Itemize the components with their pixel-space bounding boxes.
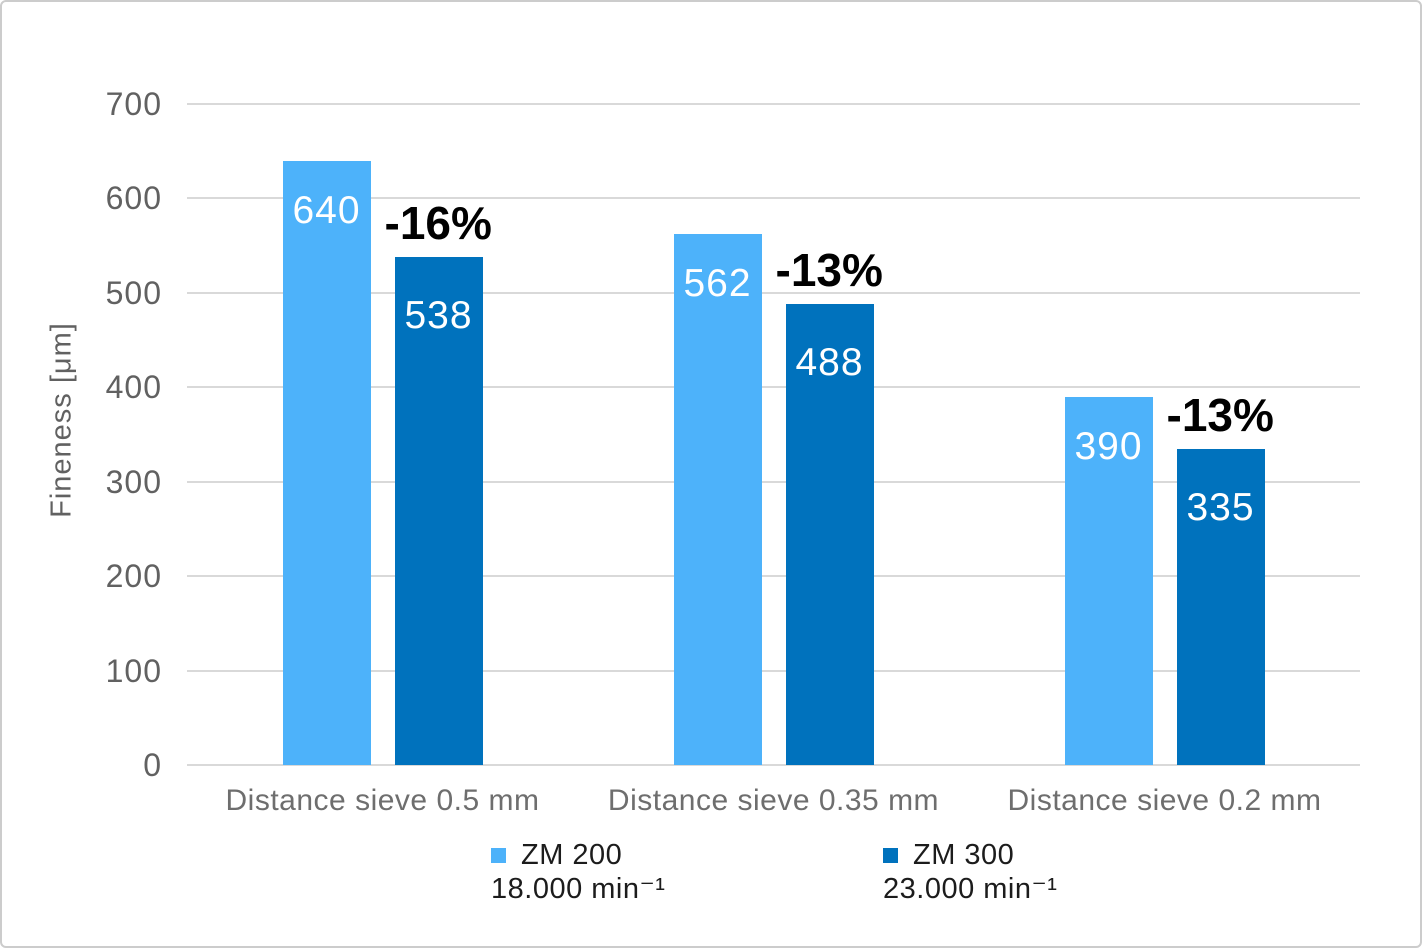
- legend-line-zm-200: ZM 200: [491, 838, 665, 872]
- gridline: [187, 386, 1360, 389]
- y-axis-tick-label: 700: [105, 86, 162, 122]
- bar-value-label: 562: [683, 262, 752, 306]
- y-axis-tick-label: 300: [105, 463, 162, 500]
- y-axis-tick-label: 600: [105, 180, 162, 217]
- y-axis-tick-label: 500: [105, 274, 162, 311]
- x-category-label: Distance sieve 0.5 mm: [225, 784, 540, 817]
- bar-zm-300: [1176, 448, 1265, 765]
- bar-value-label: 390: [1074, 424, 1143, 468]
- legend-line-zm-300: ZM 300: [883, 838, 1057, 872]
- delta-percent-label: -13%: [1166, 388, 1274, 441]
- legend-series-name: ZM 300: [913, 839, 1015, 871]
- x-category-label: Distance sieve 0.2 mm: [1007, 784, 1322, 817]
- bar-zm-300: [394, 256, 483, 765]
- legend-swatch-zm-200-icon: [491, 847, 506, 863]
- x-category-label: Distance sieve 0.35 mm: [607, 784, 940, 817]
- gridline: [187, 197, 1360, 200]
- y-axis-tick-label: 0: [143, 747, 162, 783]
- bar-value-label: 335: [1186, 485, 1255, 529]
- bar-zm-300: [785, 304, 874, 765]
- bar-zm-200: [1064, 396, 1153, 765]
- legend-series-speed: 18.000 min⁻¹: [491, 873, 666, 905]
- delta-percent-label: -13%: [775, 244, 883, 297]
- bar-zm-200: [673, 234, 762, 765]
- legend-entry-zm-300: ZM 300 23.000 min⁻¹: [883, 838, 1057, 906]
- gridline: [187, 575, 1360, 578]
- bar-value-label: 488: [795, 341, 864, 385]
- gridline: [187, 480, 1360, 483]
- legend-entry-zm-200: ZM 200 18.000 min⁻¹: [491, 838, 665, 906]
- gridline: [187, 103, 1360, 105]
- legend-series-speed: 23.000 min⁻¹: [883, 873, 1058, 905]
- bar-zm-200: [282, 160, 371, 765]
- y-axis-tick-label: 200: [105, 558, 162, 595]
- delta-percent-label: -16%: [384, 196, 492, 249]
- gridline: [187, 291, 1360, 294]
- legend-series-name: ZM 200: [521, 839, 623, 871]
- y-axis-tick-label: 100: [105, 652, 162, 689]
- y-axis-tick-label: 400: [105, 369, 162, 406]
- gridline: [187, 669, 1360, 672]
- legend-swatch-zm-300-icon: [883, 847, 898, 863]
- bar-value-label: 640: [292, 188, 361, 232]
- bar-value-label: 538: [404, 293, 473, 337]
- gridline: [187, 764, 1360, 766]
